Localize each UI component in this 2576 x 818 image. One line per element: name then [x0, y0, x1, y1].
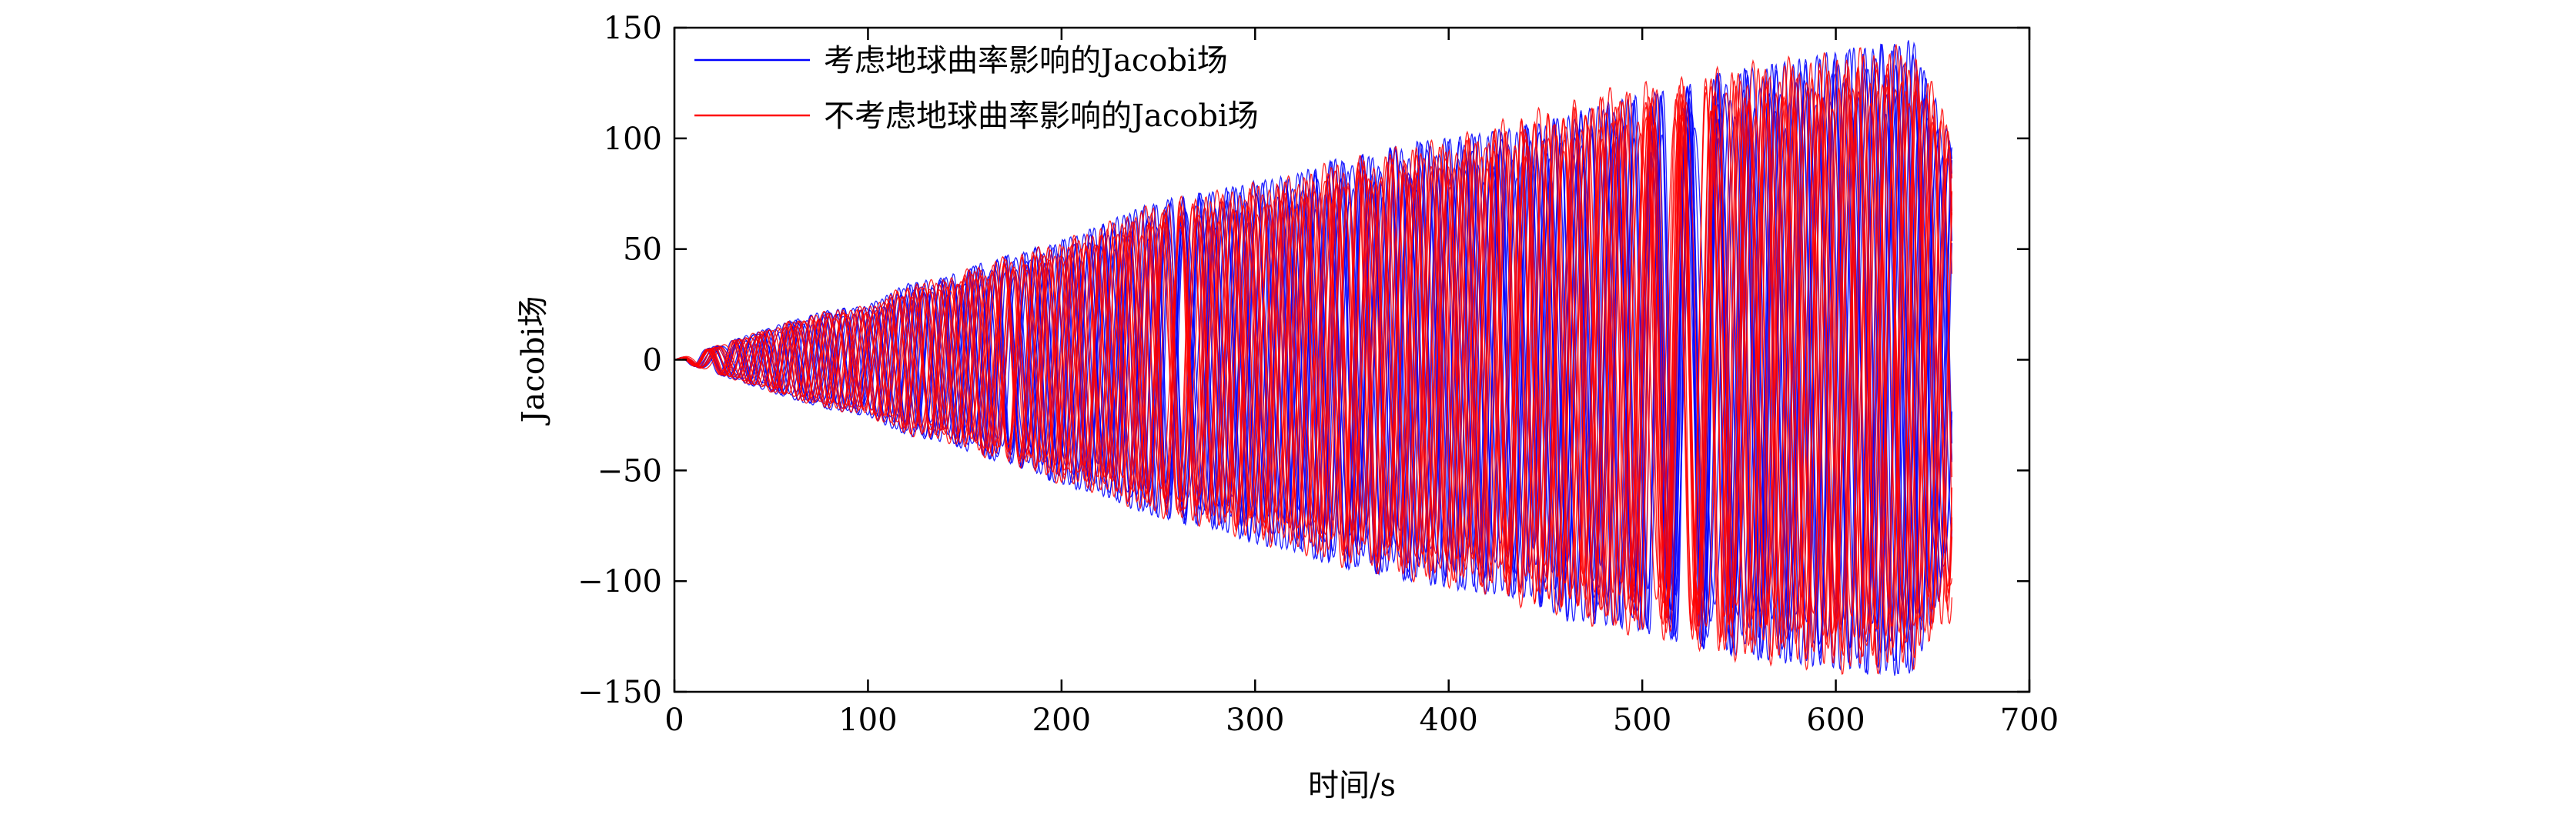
series-red-trajectory: [674, 55, 1953, 665]
series-red-trajectory: [674, 61, 1953, 659]
legend-label-blue: 考虑地球曲率影响的Jacobi场: [824, 43, 1228, 78]
legend: 考虑地球曲率影响的Jacobi场 不考虑地球曲率影响的Jacobi场: [694, 43, 1259, 134]
series-red-trajectory: [674, 52, 1953, 668]
x-tick-label: 0: [664, 703, 684, 738]
series-red-trajectory: [674, 90, 1953, 629]
ticks-layer: 0 100 200 300 400 500 600 700150100500−50−100−1…: [577, 11, 2059, 738]
x-tick-label: 200: [1032, 703, 1091, 738]
y-tick-label: −150: [577, 675, 662, 710]
x-tick-label: 300: [1226, 703, 1284, 738]
x-tick-label: 100: [838, 703, 897, 738]
y-tick-label: −100: [577, 564, 662, 599]
series-red-trajectory: [674, 63, 1953, 656]
x-axis-label: 时间/s: [1308, 768, 1396, 803]
y-axis-label: Jacobi场: [516, 296, 551, 426]
y-tick-label: 100: [604, 122, 662, 157]
y-tick-label: −50: [597, 453, 662, 489]
y-tick-label: 50: [623, 232, 662, 268]
x-tick-label: 500: [1613, 703, 1671, 738]
x-tick-label: 400: [1420, 703, 1478, 738]
y-tick-label: 0: [643, 343, 662, 379]
series-layer: [674, 40, 1953, 676]
legend-label-red: 不考虑地球曲率影响的Jacobi场: [824, 98, 1259, 134]
y-tick-label: 150: [604, 11, 662, 46]
x-tick-label: 600: [1806, 703, 1865, 738]
x-tick-label: 700: [2000, 703, 2059, 738]
